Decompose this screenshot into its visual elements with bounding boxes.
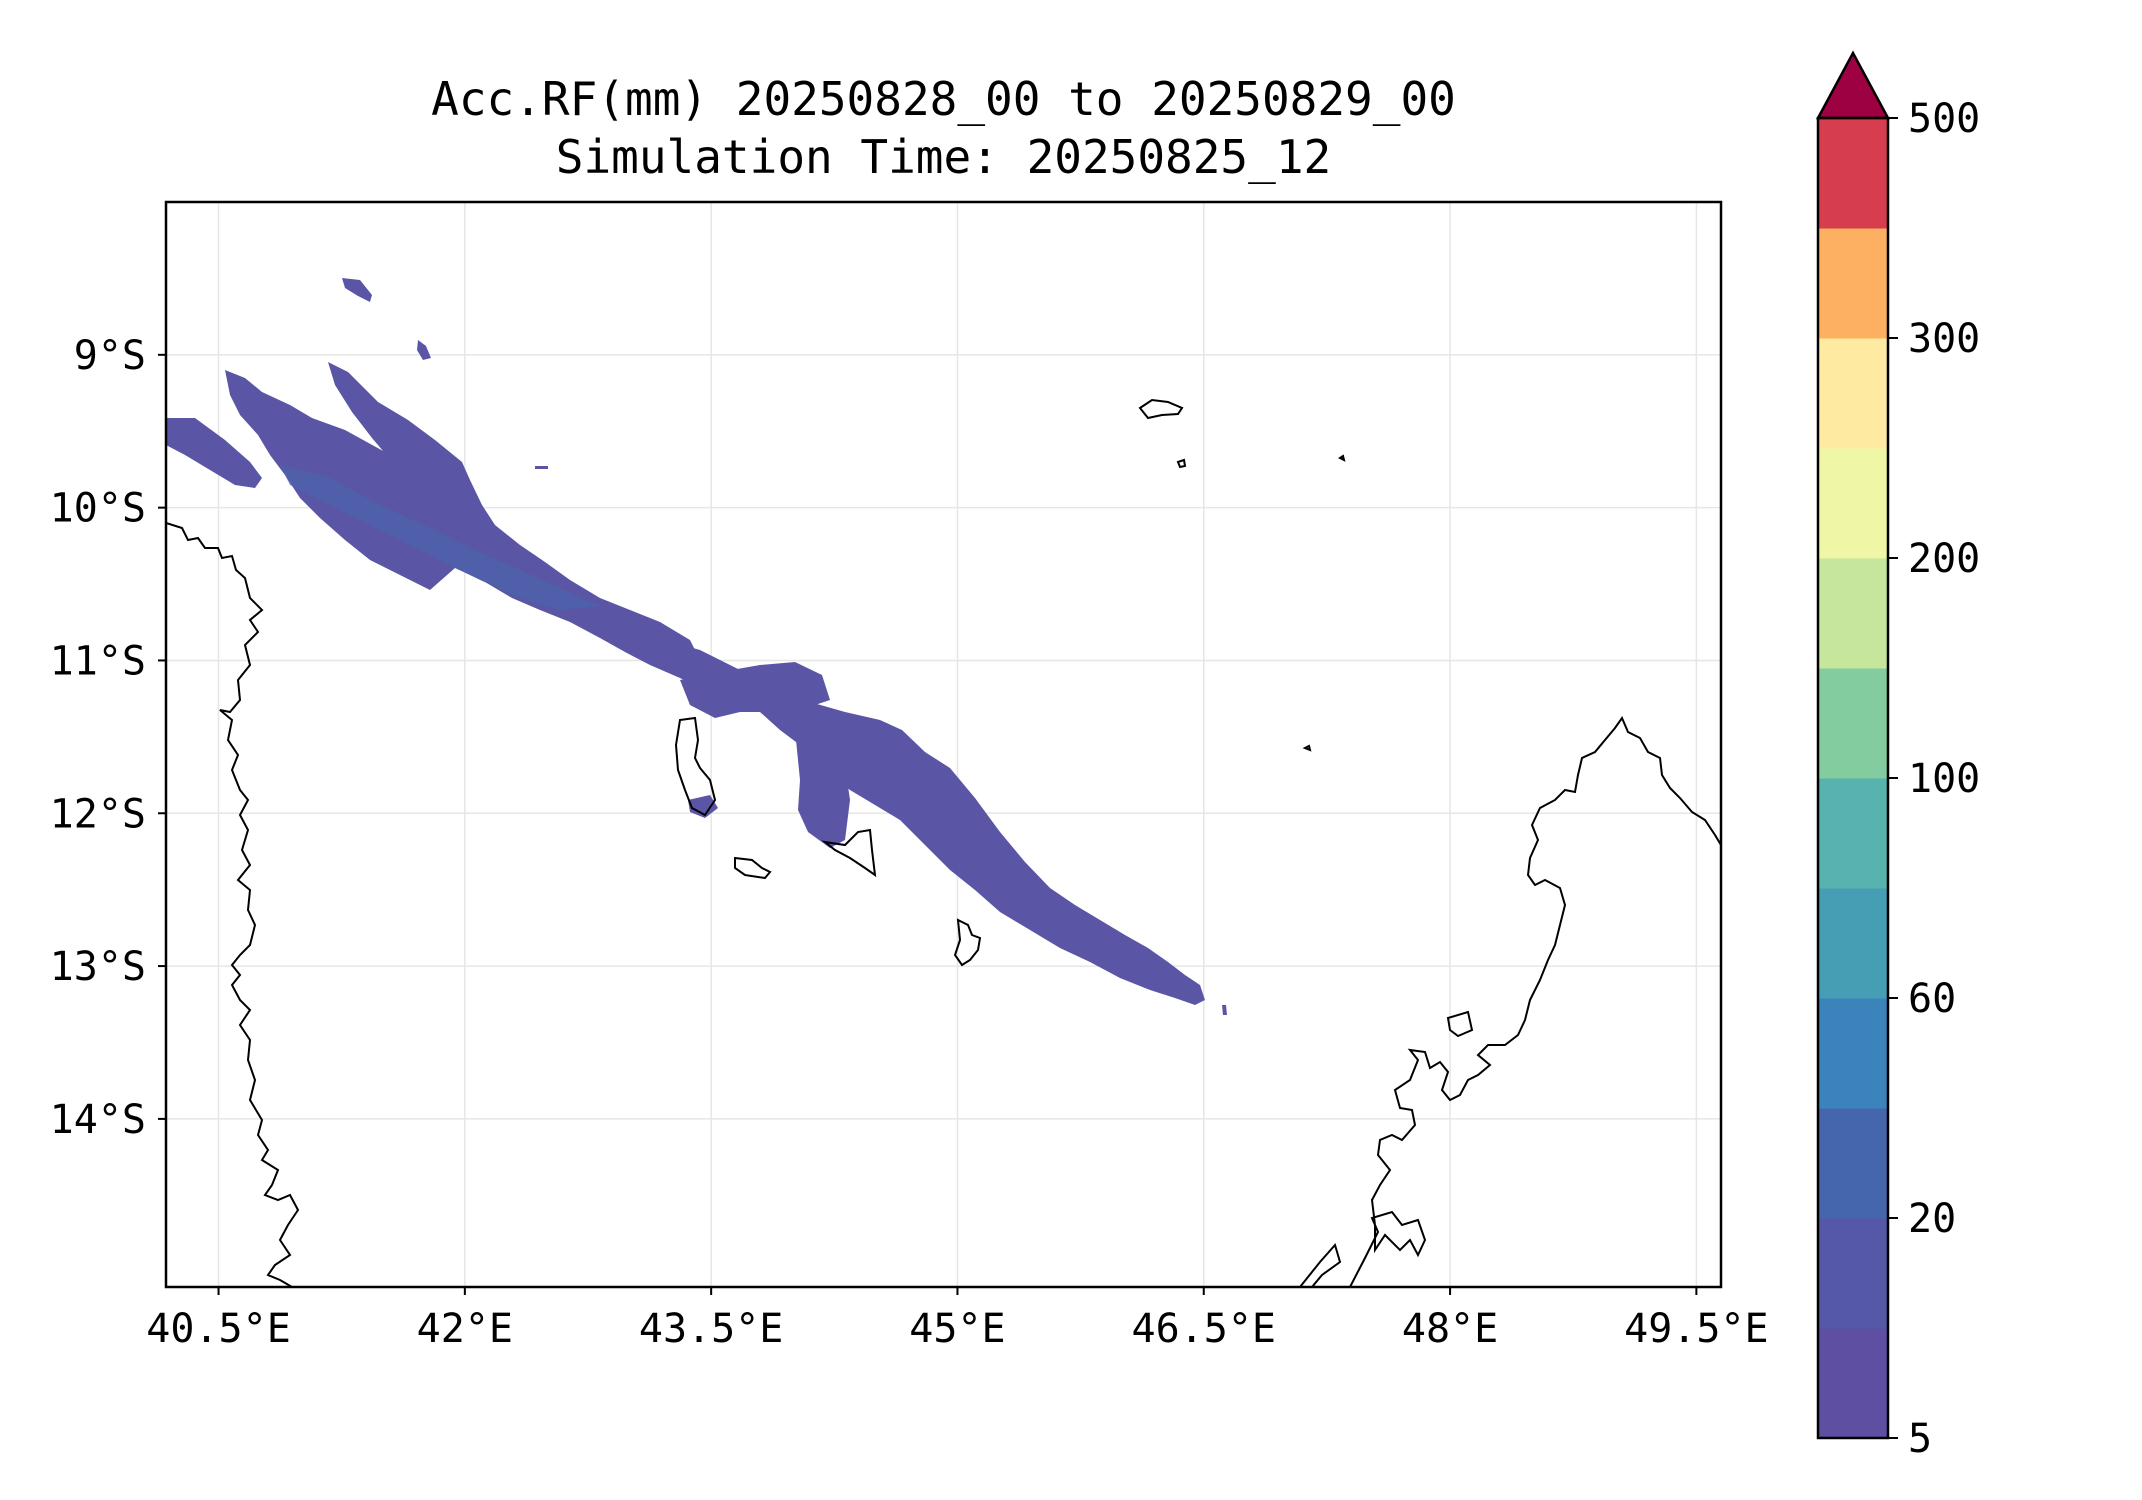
coastline-mayotte — [953, 918, 982, 967]
colorbar-tick-label: 60 — [1908, 976, 1956, 1022]
y-tick-label: 14°S — [50, 1097, 146, 1143]
colorbar-segment — [1818, 1108, 1888, 1219]
y-tick-label: 12°S — [50, 791, 146, 837]
rain-patch-1 — [342, 278, 372, 302]
colorbar-segment — [1818, 448, 1888, 559]
plot-area — [166, 202, 1721, 1287]
map-title: Acc.RF(mm) 20250828_00 to 20250829_00 Si… — [166, 70, 1721, 186]
rain-patch-2 — [417, 340, 431, 360]
gridlines — [166, 202, 1721, 1287]
colorbar-tick-label: 20 — [1908, 1196, 1956, 1242]
coastline-moheli — [734, 856, 772, 880]
colorbar-segment — [1818, 888, 1888, 999]
coastline-madagascar — [1299, 715, 1721, 1287]
coastline-glorieuses — [1138, 398, 1184, 420]
colorbar-segment — [1818, 998, 1888, 1109]
y-tick-label: 13°S — [50, 944, 146, 990]
x-tick-label: 45°E — [909, 1306, 1005, 1352]
colorbar-segment — [1818, 558, 1888, 669]
rain-patch-4 — [688, 795, 718, 818]
x-tick-label: 48°E — [1402, 1306, 1498, 1352]
rain-band-east-spur — [680, 662, 830, 718]
colorbar-segment — [1818, 1328, 1888, 1439]
rainfall-field — [166, 278, 1227, 1015]
rain-band-west — [166, 418, 262, 488]
coastline-africa — [166, 522, 300, 1287]
x-tick-label: 46.5°E — [1132, 1306, 1277, 1352]
rain-band-core — [280, 465, 600, 610]
rain-band-north — [328, 362, 700, 665]
rain-band-south-lobe — [795, 730, 850, 848]
colorbar-segment — [1818, 778, 1888, 889]
colorbar-segment — [1818, 338, 1888, 449]
x-tick-label: 43.5°E — [639, 1306, 784, 1352]
coastline-islet-3 — [1302, 744, 1312, 752]
coastline-grande-comore — [674, 716, 717, 817]
colorbar-tick-label: 5 — [1908, 1416, 1932, 1462]
coastlines — [166, 398, 1721, 1287]
rain-patch-5 — [1222, 1005, 1227, 1015]
colorbar-segment — [1818, 668, 1888, 779]
title-line-1: Acc.RF(mm) 20250828_00 to 20250829_00 — [431, 72, 1456, 126]
title-line-2: Simulation Time: 20250825_12 — [555, 130, 1332, 184]
y-axis: 9°S 10°S 11°S 12°S 13°S 14°S — [50, 333, 166, 1143]
rain-patch-3 — [535, 466, 548, 469]
x-tick-label: 42°E — [417, 1306, 513, 1352]
plot-frame — [164, 200, 1723, 1289]
x-axis: 40.5°E 42°E 43.5°E 45°E 46.5°E 48°E 49.5°E — [146, 1287, 1769, 1352]
x-tick-label: 40.5°E — [146, 1306, 291, 1352]
colorbar-tick-label: 300 — [1908, 316, 1980, 362]
coastline-anjouan — [821, 828, 877, 878]
coastline-islet-2 — [1338, 454, 1346, 462]
colorbar-tick-label: 200 — [1908, 536, 1980, 582]
coastline-nosy-be — [1446, 1010, 1474, 1038]
colorbar-extend-arrow — [1815, 50, 1891, 120]
colorbar-segment — [1818, 1218, 1888, 1329]
y-tick-label: 10°S — [50, 486, 146, 532]
colorbar-tick-label: 500 — [1908, 96, 1980, 142]
colorbar: 5 20 60 100 200 300 500 — [1815, 50, 1980, 1462]
y-tick-label: 9°S — [74, 333, 146, 379]
coastline-islet-1 — [1176, 458, 1187, 469]
y-tick-label: 11°S — [50, 638, 146, 684]
colorbar-segment — [1818, 118, 1888, 229]
colorbar-tick-label: 100 — [1908, 756, 1980, 802]
x-tick-label: 49.5°E — [1624, 1306, 1769, 1352]
colorbar-segment — [1818, 228, 1888, 339]
